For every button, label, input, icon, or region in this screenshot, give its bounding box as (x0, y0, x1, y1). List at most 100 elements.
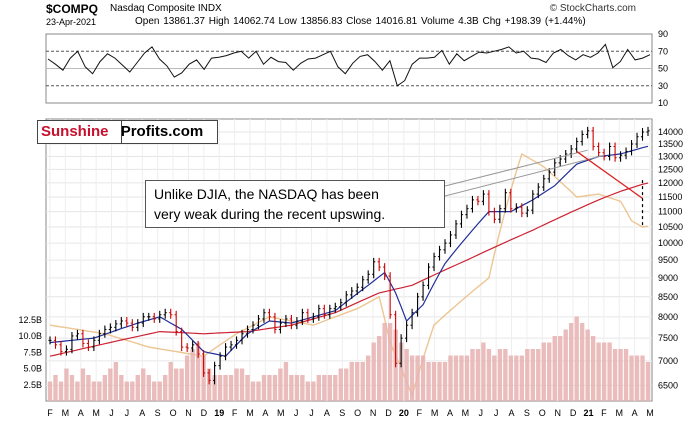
volume-bar (289, 375, 294, 401)
volume-bar (311, 381, 316, 401)
logo-profits: Profits.com (120, 123, 204, 140)
volume-bar (206, 368, 212, 401)
x-tick-label: F (47, 408, 53, 418)
price-tick-label: 13500 (658, 139, 683, 149)
volume-bar (547, 342, 552, 401)
ticker-symbol: $COMPQ (46, 2, 99, 16)
volume-bar (239, 368, 245, 401)
volume-bar (47, 381, 53, 401)
volume-bar (360, 362, 365, 401)
volume-bar (508, 355, 514, 401)
x-tick-label: F (232, 408, 238, 418)
volume-bar (404, 349, 409, 401)
volume-bar (157, 381, 162, 401)
volume-bar (184, 355, 190, 401)
volume-bar (634, 355, 640, 401)
price-tick-label: 6500 (658, 380, 678, 390)
price-tick-label: 7500 (658, 333, 678, 343)
volume-bar (300, 375, 305, 401)
volume-bar (558, 336, 563, 401)
x-tick-label: M (615, 408, 623, 418)
volume-bar (201, 355, 206, 401)
volume-bar (267, 375, 272, 401)
annotation-box: Unlike DJIA, the NASDAQ has been very we… (145, 180, 445, 228)
volume-bar (398, 342, 404, 401)
volume-bar (146, 375, 151, 401)
volume-bar (261, 375, 267, 401)
x-tick-label: O (539, 408, 546, 418)
volume-bar (618, 349, 623, 401)
x-tick-label: M (431, 408, 439, 418)
volume-bar (212, 375, 217, 401)
volume-bar (387, 323, 393, 401)
volume-bar (596, 342, 601, 401)
volume-bar (108, 368, 113, 401)
annotation-line-2: very weak during the recent upswing. (154, 206, 386, 222)
chart-date: 23-Apr-2021 (46, 17, 97, 27)
x-tick-label: N (554, 408, 561, 418)
volume-bar (552, 336, 557, 401)
price-tick-label: 11000 (658, 207, 682, 217)
trendline-annotations (444, 149, 644, 228)
volume-bar (585, 329, 590, 401)
volume-bar (409, 355, 415, 401)
volume-bar (607, 342, 612, 401)
x-tick-label: A (632, 408, 638, 418)
volume-bar (316, 375, 322, 401)
volume-bar (376, 336, 382, 401)
volume-bar (245, 375, 250, 401)
volume-bar (344, 368, 349, 401)
volume-bar (58, 381, 64, 401)
x-tick-label: J (479, 408, 484, 418)
volume-bar (612, 349, 618, 401)
volume-bar (86, 375, 91, 401)
x-tick-label: M (277, 408, 285, 418)
red-downtrend-line (576, 150, 643, 199)
volume-bar (371, 342, 376, 401)
volume-bar (338, 368, 343, 401)
ohlc-readout: Open 13861.37 High 14062.74 Low 13856.83… (135, 16, 586, 27)
brand-watermark: © StockCharts.com (549, 3, 636, 14)
ma50-line (49, 145, 649, 357)
price-tick-label: 9500 (658, 255, 678, 265)
volume-bar (475, 349, 481, 401)
volume-bar (623, 349, 629, 401)
volume-bar (464, 355, 470, 401)
volume-bar (437, 362, 442, 401)
axis-labels: 90 70 50 30 10 14000 13500 13000 12500 12000 11500… (18, 29, 683, 418)
x-tick-label: M (646, 408, 654, 418)
volume-bar (590, 336, 596, 401)
volume-bar (173, 368, 179, 401)
volume-bar (492, 355, 497, 401)
volume-bar (541, 342, 546, 401)
volume-bar (640, 355, 645, 401)
x-tick-label: M (62, 408, 70, 418)
volume-tick-label: 12.5B (18, 315, 42, 325)
ma200-line (49, 182, 649, 357)
x-tick-label: J (294, 408, 299, 418)
volume-bar (53, 375, 58, 401)
volume-bar (135, 375, 140, 401)
volume-bar (525, 349, 530, 401)
volume-bar (294, 375, 300, 401)
x-tick-label: S (339, 408, 345, 418)
rsi-tick-label: 70 (658, 46, 668, 56)
price-tick-label: 12000 (658, 178, 683, 188)
x-tick-label: F (601, 408, 607, 418)
volume-bar (327, 375, 332, 401)
price-tick-label: 12500 (658, 164, 683, 174)
price-series (48, 126, 650, 385)
volume-bars (47, 316, 651, 401)
price-tick-label: 11500 (658, 192, 682, 202)
x-tick-label: S (524, 408, 530, 418)
volume-bar (91, 381, 97, 401)
volume-bar (431, 362, 437, 401)
rsi-line (47, 43, 651, 87)
volume-bar (75, 381, 80, 401)
volume-bar (366, 355, 371, 401)
volume-bar (497, 349, 503, 401)
x-tick-label: A (78, 408, 84, 418)
volume-bar (163, 375, 168, 401)
volume-bar (519, 355, 525, 401)
